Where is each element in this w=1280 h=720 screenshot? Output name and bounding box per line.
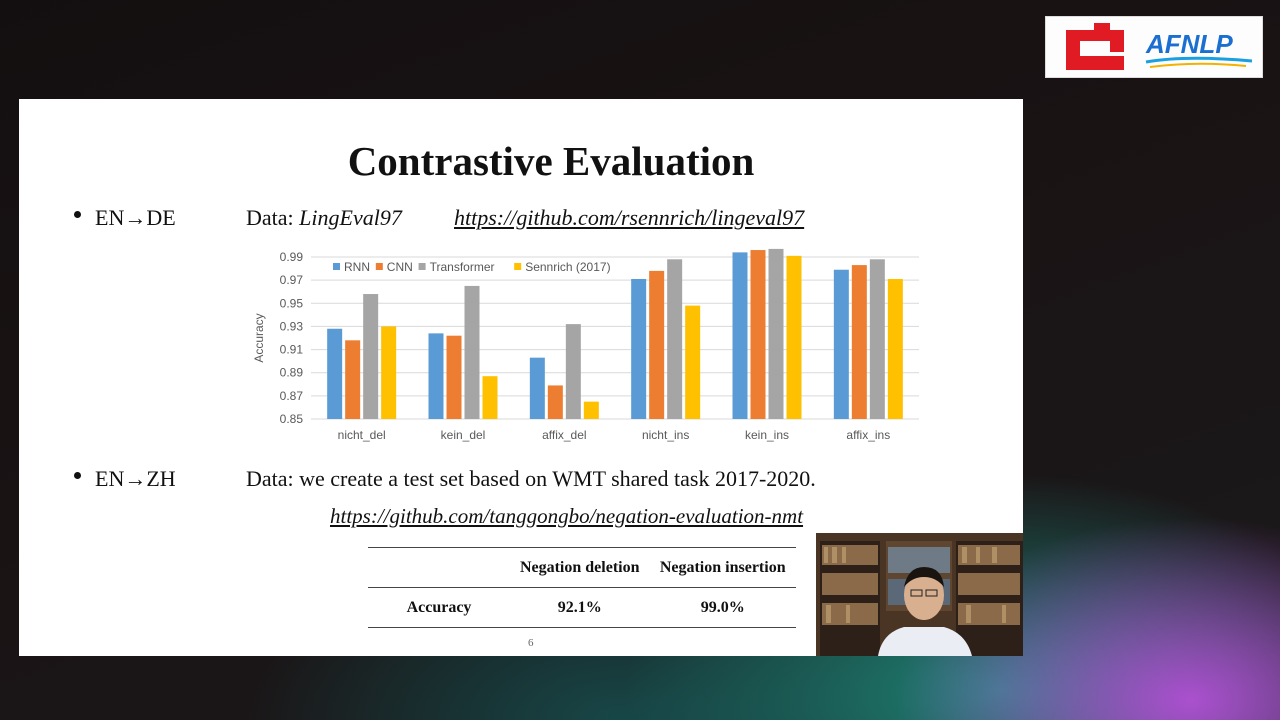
bar <box>482 376 498 419</box>
x-tick-label: affix_ins <box>846 428 890 442</box>
table-header-empty <box>368 548 510 588</box>
table-header-deletion: Negation deletion <box>510 547 650 588</box>
y-tick-label: 0.87 <box>280 389 304 403</box>
y-tick-label: 0.93 <box>280 319 304 333</box>
table-header-row: Negation deletion Negation insertion <box>368 547 796 588</box>
x-tick-label: kein_ins <box>745 428 789 442</box>
x-tick-label: nicht_del <box>338 428 386 442</box>
bar <box>685 305 701 419</box>
slide-title: Contrastive Evaluation <box>347 138 755 184</box>
bar <box>583 401 599 419</box>
data-label-lingeval: Data: LingEval97 <box>246 205 402 231</box>
lingeval-link[interactable]: https://github.com/rsennrich/lingeval97 <box>454 205 805 230</box>
bar <box>363 294 379 419</box>
bar <box>428 333 444 419</box>
bar <box>750 250 766 419</box>
negation-eval-link[interactable]: https://github.com/tanggongbo/negation-e… <box>330 504 804 528</box>
bar <box>768 248 784 419</box>
results-table: Negation deletion Negation insertion Acc… <box>368 547 796 628</box>
bar <box>529 357 545 419</box>
y-tick-label: 0.85 <box>280 412 304 426</box>
y-tick-label: 0.97 <box>280 273 304 287</box>
bar <box>464 285 480 419</box>
page-number: 6 <box>528 637 534 649</box>
y-tick-label: 0.89 <box>280 366 304 380</box>
bar <box>667 259 683 419</box>
bullet-dot <box>74 472 81 479</box>
lang-en-zh: EN→ZH <box>95 466 176 491</box>
data-description: Data: we create a test set based on WMT … <box>246 466 816 491</box>
lang-en-de: EN→DE <box>95 205 176 230</box>
legend-label: CNN <box>387 260 413 274</box>
bar <box>732 252 748 419</box>
bar <box>547 385 563 419</box>
y-tick-label: 0.95 <box>280 296 304 310</box>
table-cell-deletion: 92.1% <box>557 598 602 616</box>
bar <box>327 328 343 419</box>
bar <box>345 340 361 419</box>
bullet-dot <box>74 211 81 218</box>
table-row-label: Accuracy <box>406 598 472 616</box>
bar <box>833 269 849 419</box>
bar <box>887 278 903 419</box>
bar <box>869 259 885 419</box>
afnlp-logo-text: AFNLP <box>1145 29 1233 59</box>
slide: Contrastive Evaluation EN→DE Data: LingE… <box>19 99 1023 656</box>
bar <box>851 265 867 419</box>
legend-label: Transformer <box>430 260 495 274</box>
table-header-insertion: Negation insertion <box>649 547 796 588</box>
legend-swatch <box>333 263 340 270</box>
x-tick-label: nicht_ins <box>642 428 689 442</box>
webcam-video <box>816 533 1023 656</box>
afnlp-logo: AFNLP <box>1045 16 1263 78</box>
bar <box>381 326 397 419</box>
data-prefix: Data: <box>246 205 300 230</box>
legend-swatch <box>375 263 383 270</box>
table-row: Accuracy 92.1% 99.0% <box>368 587 796 628</box>
bar <box>649 270 665 419</box>
legend-label: Sennrich (2017) <box>525 260 610 274</box>
cl-logo-icon: AFNLP <box>1066 23 1253 70</box>
accuracy-bar-chart: 0.85 0.87 0.89 0.91 0.93 0.95 0.97 0.99 Accuracy… <box>252 248 919 442</box>
y-axis-label: Accuracy <box>252 313 266 362</box>
x-tick-label: affix_del <box>542 428 586 442</box>
legend-swatch <box>514 263 522 270</box>
dataset-name: LingEval97 <box>299 205 402 230</box>
legend-label: RNN <box>344 260 370 274</box>
speaker-webcam <box>816 533 1023 656</box>
x-tick-label: kein_del <box>441 428 486 442</box>
legend-swatch <box>418 263 426 270</box>
y-tick-label: 0.91 <box>280 343 304 357</box>
bar <box>446 335 462 419</box>
table-cell-insertion: 99.0% <box>700 598 745 616</box>
bar <box>631 278 647 419</box>
bar <box>565 324 581 419</box>
y-tick-label: 0.99 <box>280 250 304 264</box>
bar <box>786 255 802 419</box>
